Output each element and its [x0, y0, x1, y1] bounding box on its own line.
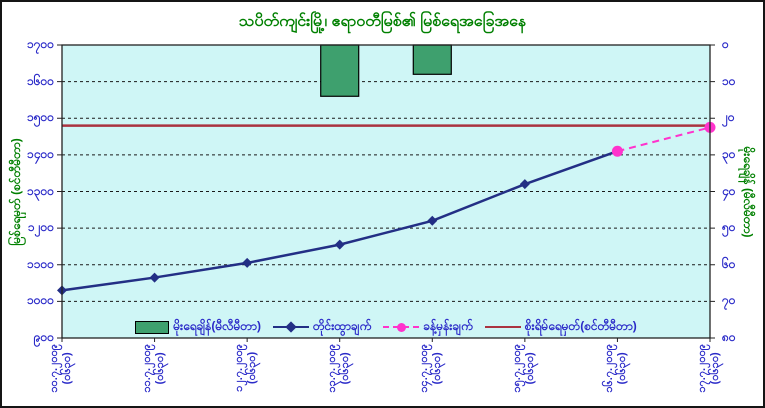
forecast-series-line [617, 126, 711, 153]
legend-label-danger: စိုးရိမ်ရေမှတ်(စင်တီမီတာ) [524, 319, 637, 333]
measured-marker [427, 215, 438, 226]
plot-svg [57, 44, 716, 342]
x-axis-category-label-text: ၁၃.၇.၂၀၀၉ (၀၆၃၀) [325, 344, 351, 393]
x-axis-category-label-text: ၁၆.၇.၂၀၀၉ (၀၆၃၀) [603, 344, 629, 393]
forecast-line-swatch [383, 321, 420, 333]
left-axis-tick-label: ၁၃၀၀ [27, 183, 54, 198]
left-axis-tick-label: ၁၇၀၀ [27, 37, 54, 51]
measured-diamond-icon [285, 321, 297, 333]
right-axis-tick-label: ၂၀ [722, 110, 735, 125]
legend-item-measured: တိုင်းထွာချက် [272, 318, 372, 336]
right-axis-title: မိုးရေချိန် (မီလီမီတာ) [741, 146, 755, 238]
measured-marker [242, 257, 253, 268]
x-axis-category-label-text: ၁၇.၇.၂၀၀၉ (၀၆၃၀) [696, 344, 721, 393]
right-axis-tick-label: ၀ [722, 37, 729, 51]
plot-border [61, 44, 711, 339]
x-axis-category-label-text: ၁၄.၇.၂၀၀၉ (၀၆၃၀) [418, 344, 444, 393]
danger-line-swatch [484, 321, 521, 333]
legend-label-forecast: ခန့်မှန်းချက် [423, 319, 473, 333]
chart-title: သပိတ်ကျင်းမြို့၊ ဧရာဝတီမြစ်၏ မြစ်ရေအခြေအ… [238, 13, 527, 30]
danger-line-glyph [484, 326, 521, 328]
measured-marker [334, 239, 345, 250]
left-axis-tick-label: ၁၄၀၀ [27, 146, 54, 161]
x-axis-category-label-text: ၁၀.၇.၂၀၀၉ (၀၆၃၀) [48, 344, 73, 393]
left-axis-tick-label: ၁၀၀၀ [27, 293, 54, 308]
legend-item-danger: စိုးရိမ်ရေမှတ်(စင်တီမီတာ) [484, 318, 637, 336]
left-axis-tick-label: ၁၅၀၀ [27, 110, 54, 125]
forecast-marker [611, 145, 623, 157]
measured-line-swatch [272, 321, 309, 333]
right-axis-tick-label: ၃၀ [722, 146, 736, 161]
measured-marker [519, 179, 530, 190]
right-axis-tick-label: ၇၀ [722, 293, 736, 308]
left-axis-tick-label: ၁၂၀၀ [27, 220, 54, 235]
rain-bar [320, 44, 360, 97]
x-axis-category-label-text: ၁၅.၇.၂၀၀၉ (၀၆၃၀) [510, 344, 536, 393]
legend-item-forecast: ခန့်မှန်းချက် [383, 318, 473, 336]
legend-item-rainfall: မိုးရေချိန်(မီလီမီတာ) [135, 318, 261, 336]
right-axis-tick-label: ၆၀ [722, 256, 736, 271]
right-axis-tick-label: ၅၀ [722, 220, 736, 235]
legend-label-measured: တိုင်းထွာချက် [312, 319, 372, 333]
x-axis-category-label-text: ၁၂.၇.၂၀၀၉ (၀၆၃၀) [233, 344, 259, 392]
left-axis-tick-label: ၉၀၀ [33, 330, 54, 344]
plot-area: မိုးရေချိန်(မီလီမီတာ) တိုင်းထွာချက် ခန့်… [57, 44, 716, 342]
legend-label-rainfall: မိုးရေချိန်(မီလီမီတာ) [173, 319, 261, 333]
left-axis-tick-label: ၁၆၀၀ [27, 73, 54, 88]
right-axis-tick-label: ၄၀ [722, 183, 736, 198]
measured-marker [149, 272, 160, 283]
rain-bar [412, 44, 452, 75]
rainfall-bar-swatch [135, 320, 170, 334]
left-axis-tick-label: ၁၁၀၀ [27, 256, 54, 271]
x-axis-category-label-text: ၁၁.၇.၂၀၀၉ (၀၆၃၀) [140, 344, 166, 393]
right-axis-tick-label: ၈၀ [722, 330, 736, 344]
legend: မိုးရေချိန်(မီလီမီတာ) တိုင်းထွာချက် ခန့်… [62, 318, 710, 336]
right-axis-tick-label: ၁၀ [722, 73, 736, 88]
forecast-dot-icon [397, 323, 407, 332]
